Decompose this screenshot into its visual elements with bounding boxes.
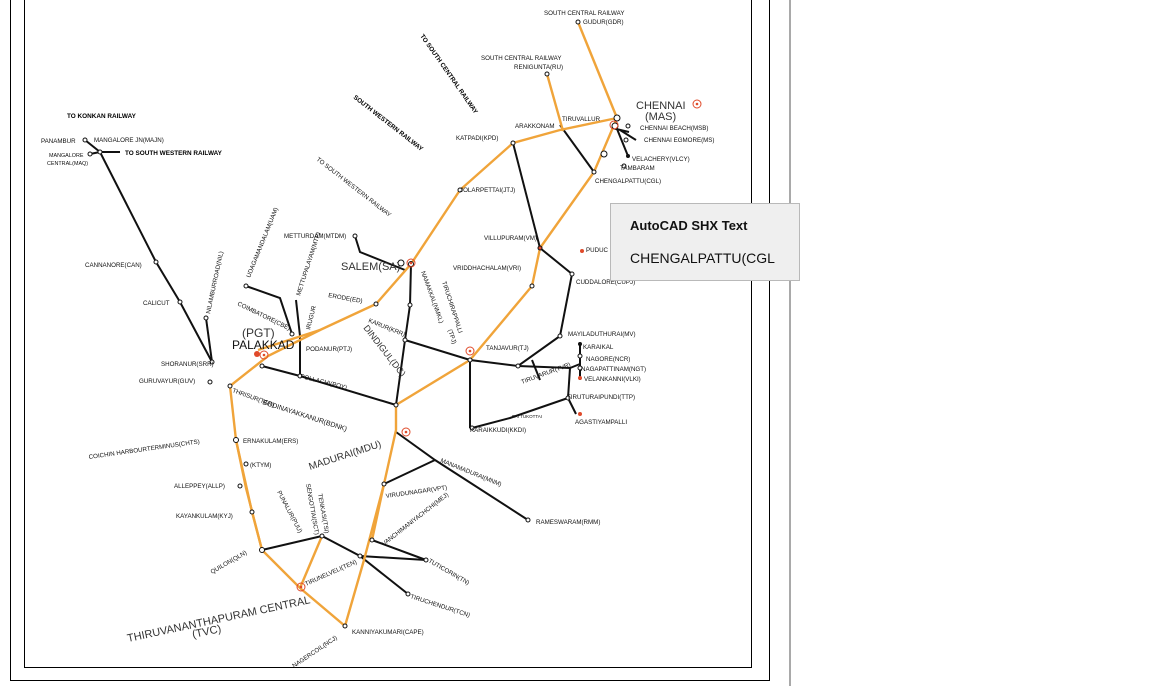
tooltip-value: CHENGALPATTU(CGL [630,250,775,266]
label-cuddalore: CUDDALORE(CUPJ) [576,279,635,286]
label-nagapattinam: NAGAPATTINAM(NGT) [581,366,646,373]
label-pattukottai: PATTUKOTTAI [512,414,542,419]
label-south-western-railway: SOUTH WESTERN RAILWAY [352,94,425,153]
label-cannanore: CANNANORE(CAN) [85,262,142,269]
label-vanchi: VANCHIMANIYACHCHI(MEJ) [381,491,450,547]
tooltip-title: AutoCAD SHX Text [630,218,748,233]
label-kanniyakumari: KANNIYAKUMARI(CAPE) [352,629,424,636]
label-cochin: COICHIN HARBOURTERMINUS(CHTS) [88,438,200,461]
label-to-south-western-railway-2: TO SOUTH WESTERN RAILWAY [315,156,393,219]
label-arakkonam: ARAKKONAM [515,123,555,130]
label-chennai-beach: CHENNAI BEACH(MSB) [640,125,708,132]
label-sengottai: SENGOTTAI(SCT) [304,483,320,535]
divisional-hq-markers [254,99,702,592]
track-lines [84,123,637,595]
railway-map[interactable]: SOUTH CENTRAL RAILWAY GUDUR(GDR) TO SOUT… [0,0,790,686]
label-tuticorin: TUTICORIN(TN) [427,558,470,587]
label-chennai: CHENNAI [636,100,686,112]
label-nagore: NAGORE(NCR) [586,356,630,363]
label-kayankulam: KAYANKULAM(KYJ) [176,513,233,520]
label-salem: SALEM(SA) [341,261,400,273]
label-ktym: (KTYM) [250,462,271,469]
viewport-divider[interactable] [789,0,791,686]
label-mangalore-jn: MANGALORE JN(MAJN) [94,137,164,144]
label-panambur: PANAMBUR [41,138,76,145]
label-katpadi: KATPADI(KPD) [456,135,498,142]
label-thanjavur: TANJAVUR(TJ) [486,345,529,352]
label-ernakulam: ERNAKULAM(ERS) [243,438,298,445]
label-nilambur: NILAMBURROAD(NIL) [205,251,225,315]
label-mangalore-central-2: CENTRAL(MAQ) [47,161,88,167]
label-calicut: CALICUT [143,300,170,307]
label-karaikal: KARAIKAL [583,344,614,351]
label-south-central-railway-1: SOUTH CENTRAL RAILWAY [544,10,624,17]
label-tiruvallur: TIRUVALLUR [562,116,601,123]
label-shoranur: SHORANUR(SRR) [161,361,214,368]
label-tvc: (TVC) [191,623,222,641]
label-agastiyampalli: AGASTIYAMPALLI [575,419,627,426]
label-tirunelveli: TIRUNELVELI(TEN) [304,559,358,588]
label-pollachi: POLLACHI(POY) [300,373,348,391]
label-podanur: PODANUR(PTJ) [306,346,352,353]
label-jolarpettai: JOLARPETTAI(JTJ) [460,187,515,194]
label-renigunta: RENIGUNTA(RU) [514,64,563,71]
label-tiruturaipundi: TIRUTURAIPUNDI(TTP) [567,394,635,401]
label-to-konkan: TO KONKAN RAILWAY [67,113,137,120]
label-thiruvananthapuram: THIRUVANANTHAPURAM CENTRAL [126,594,311,645]
label-punalur: PUNALUR(PUU) [275,490,303,535]
label-chennai-egmore: CHENNAI EGMORE(MS) [644,137,714,144]
label-udagamandalam: UDAGAMANDALAM(UAM) [245,207,280,279]
label-madurai: MADURAI(MDU) [308,439,383,473]
drawing-border-inner [24,0,752,668]
label-mangalore-central-1: MANGALORE [49,153,84,159]
label-namakkal: NAMAKKAL(NMKL) [419,270,444,324]
label-metturdam: METTURDAM(MTDM) [284,233,346,240]
label-bodinayakkanur: BODINAYAKKANUR(BDNK) [261,399,347,433]
label-villupuram: VILLUPURAM(VM) [484,235,537,242]
station-markers [82,19,702,629]
label-tpj: (TPJ) [446,328,457,345]
label-erode: ERODE(ED) [328,292,363,305]
label-quilon: QUILON(QLN) [210,549,249,575]
label-tiruvarur: TIRUVARUR(TVR) [520,361,571,385]
label-chengalpattu: CHENGALPATTU(CGL) [595,178,661,185]
label-pgt: (PGT) [242,326,275,340]
label-mayiladuthurai: MAYILADUTHURAI(MV) [568,331,636,338]
label-mas: (MAS) [645,111,676,123]
autocad-text-tooltip: AutoCAD SHX Text CHENGALPATTU(CGL [610,203,800,281]
label-nagercoil: NAGERCOIL(NCJ) [291,634,339,669]
label-to-south-western-railway: TO SOUTH WESTERN RAILWAY [125,150,223,157]
label-alleppey: ALLEPPEY(ALLP) [174,483,225,490]
label-palakkad: PALAKKAD [232,338,295,352]
label-rameswaram: RAMESWARAM(RMM) [536,519,600,526]
label-velankanni: VELANKANNI(VLKI) [584,376,641,383]
label-mettupalayam: METTUPALAYAM(MTP) [295,231,322,296]
label-to-south-central-railway: TO SOUTH CENTRAL RAILWAY [418,33,479,116]
label-guruvayur: GURUVAYUR(GUV) [139,378,195,385]
label-velachery: VELACHERY(VLCY) [632,156,690,163]
drawing-border-outer [10,0,770,681]
label-south-central-railway-2: SOUTH CENTRAL RAILWAY [481,55,561,62]
label-tiruchendur: TIRUCHENDUR(TCN) [409,593,470,619]
label-tambaram: TAMBARAM [620,165,655,172]
label-gudur: GUDUR(GDR) [583,19,624,26]
label-vriddhachalam: VRIDDHACHALAM(VRI) [453,265,521,272]
label-irugur: IRUGUR [305,305,318,331]
label-tiruchirappalli: TIRUCHIRAPPALLI [440,280,463,334]
label-karaikkudi: KARAIKKUDI(KKDI) [470,427,526,434]
label-puducherry: PUDUC [586,247,609,254]
